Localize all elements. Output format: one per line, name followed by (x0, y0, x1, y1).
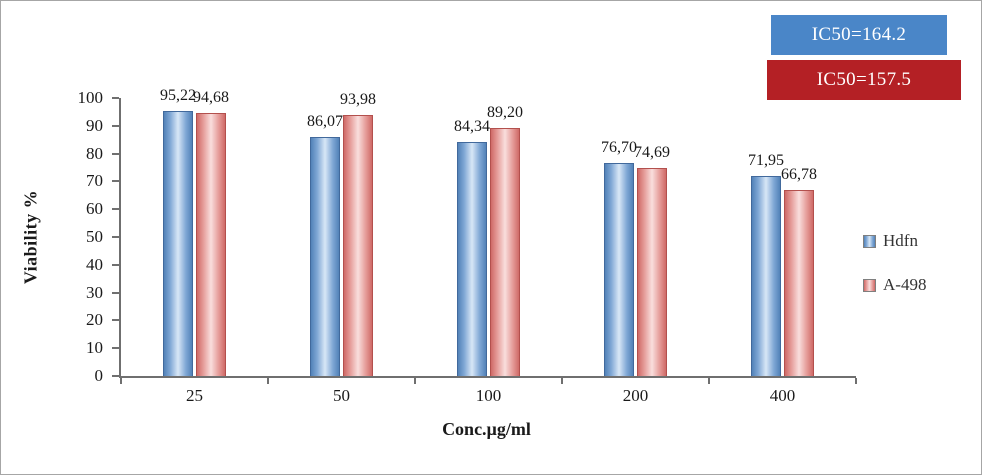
y-axis-tick (112, 319, 119, 322)
bar-value-label: 89,20 (487, 104, 523, 122)
x-axis-tick-label: 100 (475, 386, 502, 405)
x-axis-tick-label: 400 (769, 386, 796, 405)
x-axis-tick-label: 50 (333, 386, 350, 405)
y-axis-tick-label: 10 (86, 338, 103, 358)
bar-a-498-400 (784, 190, 814, 376)
y-axis-tick-label: 80 (86, 143, 103, 163)
ic50-badge-hdfn: IC50=164.2 (771, 15, 947, 55)
bar-value-label: 76,70 (601, 138, 637, 156)
y-axis-tick (112, 180, 119, 183)
x-axis-tick-label: 25 (186, 386, 203, 405)
bar-a-498-25 (196, 112, 226, 376)
legend-label-hdfn: Hdfn (883, 231, 918, 250)
bar-hdfn-400 (751, 175, 781, 376)
bar-hdfn-200 (604, 162, 634, 376)
bar-hdfn-50 (310, 136, 340, 376)
x-axis-tick (414, 378, 416, 384)
x-axis-title: Conc.µg/ml (442, 419, 531, 439)
x-axis-tick (855, 378, 857, 384)
x-axis-tick (267, 378, 269, 384)
y-axis-tick-label: 40 (86, 254, 103, 274)
a498-series-swatch-icon (863, 278, 876, 292)
bar-value-label: 66,78 (781, 166, 817, 184)
y-axis-tick (112, 236, 119, 238)
series-legend: Hdfn A-498 (863, 231, 926, 319)
x-axis-tick-label: 200 (622, 386, 649, 405)
bar-value-label: 74,69 (634, 144, 670, 162)
y-axis-tick-label: 50 (86, 227, 103, 246)
bar-a-498-50 (343, 114, 373, 376)
bar-value-label: 86,07 (307, 112, 343, 130)
y-axis-tick (112, 375, 119, 377)
bar-a-498-100 (490, 128, 520, 376)
bar-value-label: 84,34 (454, 117, 490, 135)
y-axis-tick (112, 208, 119, 211)
legend-label-a498: A-498 (883, 275, 927, 294)
x-axis-tick (120, 378, 122, 384)
y-axis-tick-label: 90 (86, 115, 103, 135)
bar-hdfn-100 (457, 141, 487, 376)
y-axis-tick (112, 152, 119, 155)
y-axis-tick (112, 97, 119, 99)
y-axis-tick (112, 124, 119, 127)
bar-a-498-200 (637, 168, 667, 376)
legend-item-a498: A-498 (863, 275, 926, 295)
y-axis-tick-label: 20 (86, 310, 103, 330)
plot-area: 25 95,22 94,68 50 86,07 93,98 100 84,34 89,20 200… (112, 87, 857, 405)
y-axis-tick-label: 100 (77, 88, 104, 107)
y-axis-tick (112, 263, 119, 266)
y-axis-tick-label: 30 (86, 282, 103, 302)
y-axis-tick-labels: 0 10 20 30 40 50 60 70 80 90 100 (59, 89, 111, 385)
y-axis-tick (112, 291, 119, 294)
y-axis-tick-label: 0 (94, 366, 104, 385)
bar-hdfn-25 (163, 111, 193, 376)
hdfn-series-swatch-icon (863, 234, 876, 248)
y-axis-tick-label: 70 (86, 171, 103, 191)
bar-value-label: 94,68 (193, 88, 229, 106)
y-axis-tick (112, 347, 119, 350)
y-axis-title: Viability % (20, 189, 41, 285)
bar-value-label: 95,22 (160, 87, 196, 105)
y-axis-tick-label: 60 (86, 199, 103, 219)
bar-value-label: 93,98 (340, 90, 376, 108)
ic50-badge-a498: IC50=157.5 (767, 60, 961, 100)
x-axis-tick (561, 378, 563, 384)
bar-value-label: 71,95 (748, 151, 784, 169)
x-axis-tick (708, 378, 710, 384)
legend-item-hdfn: Hdfn (863, 231, 926, 251)
